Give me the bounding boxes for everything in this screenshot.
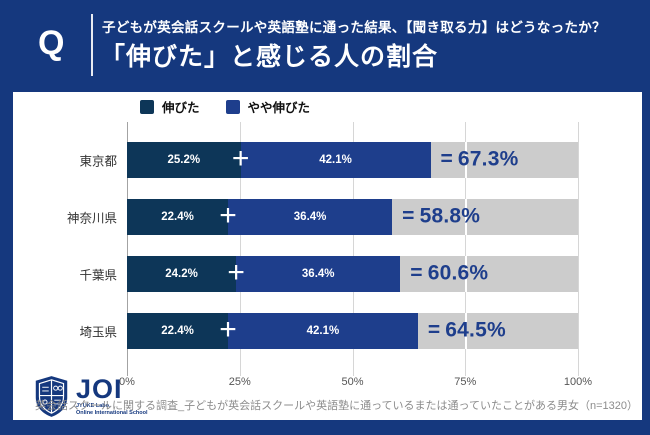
gridline-over-gray [465, 199, 468, 235]
stacked-bar: 25.2% 42.1% + = 67.3% [127, 142, 578, 178]
legend-label: やや伸びた [247, 101, 311, 115]
segment-nobita: 24.2% [127, 256, 237, 292]
legend-item-1: 伸びた [140, 97, 200, 116]
category-label: 埼玉県 [79, 325, 117, 340]
gridline-0 [127, 122, 128, 376]
segment-yaya-nobita: 42.1% [240, 142, 431, 178]
segment-yaya-nobita: 42.1% [228, 313, 418, 349]
question-mark-label: Q [38, 24, 65, 62]
gridline-25 [239, 122, 241, 376]
equals-operator: = [427, 318, 441, 342]
gridline-75 [465, 122, 467, 376]
x-axis-ticks: 0% 25% 50% 75% 100% [119, 376, 592, 390]
segment-value: 36.4% [293, 211, 327, 223]
plus-operator: + [219, 312, 237, 346]
joi-logo-shield-icon [35, 376, 68, 417]
segment-nobita: 22.4% [127, 199, 229, 235]
category-label: 東京都 [79, 154, 117, 169]
stacked-bar: 22.4% 42.1% + = 64.5% [127, 313, 578, 349]
segment-remainder [417, 313, 578, 349]
chart-card: 伸びた やや伸びた 東京都 25.2% 42.1% + = 67.3% 神奈川県 22.4% 36… [13, 92, 642, 420]
gridline-100 [578, 122, 579, 376]
segment-nobita: 25.2% [127, 142, 241, 178]
plot-area: 東京都 25.2% 42.1% + = 67.3% 神奈川県 22.4% 36.4% + = 58.8… [67, 122, 579, 376]
segment-yaya-nobita: 36.4% [228, 199, 393, 235]
category-label: 千葉県 [79, 268, 117, 283]
legend-label: 伸びた [162, 101, 200, 115]
chart-legend: 伸びた やや伸びた [140, 97, 310, 116]
stacked-bar: 22.4% 36.4% + = 58.8% [127, 199, 578, 235]
plus-operator: + [231, 141, 250, 175]
segment-remainder [400, 256, 578, 292]
joi-logo-text: JOI JYUKE Labo. Online International Sch… [76, 373, 148, 417]
x-tick-label: 25% [228, 376, 251, 388]
question-title: 子どもが英会話スクールや英語塾に通った結果、【聞き取る力】はどうなったか？ [102, 20, 606, 35]
total-value: = 58.8% [402, 204, 481, 228]
x-tick-label: 100% [563, 376, 593, 388]
equals-operator: = [410, 261, 423, 285]
legend-item-2: やや伸びた [225, 97, 311, 116]
joi-logo-subtitle-1: JYUKE Labo. [76, 402, 111, 409]
equals-operator: = [402, 204, 415, 228]
header-divider [91, 14, 93, 76]
segment-value: 42.1% [306, 325, 340, 337]
survey-caption: 英会話スクールに関する調査_子どもが英会話スクールや英語塾に通っているまたは通っ… [34, 400, 638, 412]
equals-operator: = [440, 147, 453, 171]
total-value: = 60.6% [410, 261, 489, 285]
segment-remainder [430, 142, 578, 178]
bar-row: 千葉県 24.2% 36.4% + = 60.6% [79, 256, 578, 313]
plus-operator: + [219, 198, 237, 232]
joi-logo-name: JOI [76, 373, 123, 404]
segment-nobita: 22.4% [127, 313, 229, 349]
bar-row: 東京都 25.2% 42.1% + = 67.3% [79, 142, 578, 199]
segment-value: 22.4% [161, 211, 194, 223]
segment-value: 24.2% [165, 268, 198, 280]
segment-value: 42.1% [319, 154, 352, 166]
joi-logo-subtitle-2: Online International School [76, 410, 148, 416]
x-tick-label: 75% [454, 376, 477, 388]
page-title: 「伸びた」と感じる人の割合 [100, 43, 439, 71]
gridline-over-gray [465, 313, 468, 349]
joi-logo: JOI JYUKE Labo. Online International Sch… [33, 375, 148, 418]
x-tick-label: 50% [341, 376, 364, 388]
bar-rows: 東京都 25.2% 42.1% + = 67.3% 神奈川県 22.4% 36.4% + = 58.8… [67, 142, 578, 370]
segment-yaya-nobita: 36.4% [236, 256, 401, 292]
legend-swatch-icon [140, 99, 154, 114]
plus-operator: + [227, 255, 245, 289]
gridline-50 [352, 122, 354, 376]
segment-remainder [392, 199, 578, 235]
category-label: 神奈川県 [66, 211, 117, 226]
bar-row: 神奈川県 22.4% 36.4% + = 58.8% [67, 199, 578, 256]
segment-value: 22.4% [161, 325, 194, 337]
legend-swatch-icon [225, 99, 240, 114]
segment-value: 25.2% [167, 154, 201, 166]
x-tick-label: 0% [119, 376, 135, 388]
gridline-over-gray [465, 256, 468, 292]
total-value: = 64.5% [427, 318, 506, 342]
total-value: = 67.3% [440, 147, 519, 171]
bar-row: 埼玉県 22.4% 42.1% + = 64.5% [79, 313, 578, 370]
stacked-bar: 24.2% 36.4% + = 60.6% [127, 256, 578, 292]
segment-value: 36.4% [301, 268, 335, 280]
gridline-over-gray [465, 142, 468, 178]
